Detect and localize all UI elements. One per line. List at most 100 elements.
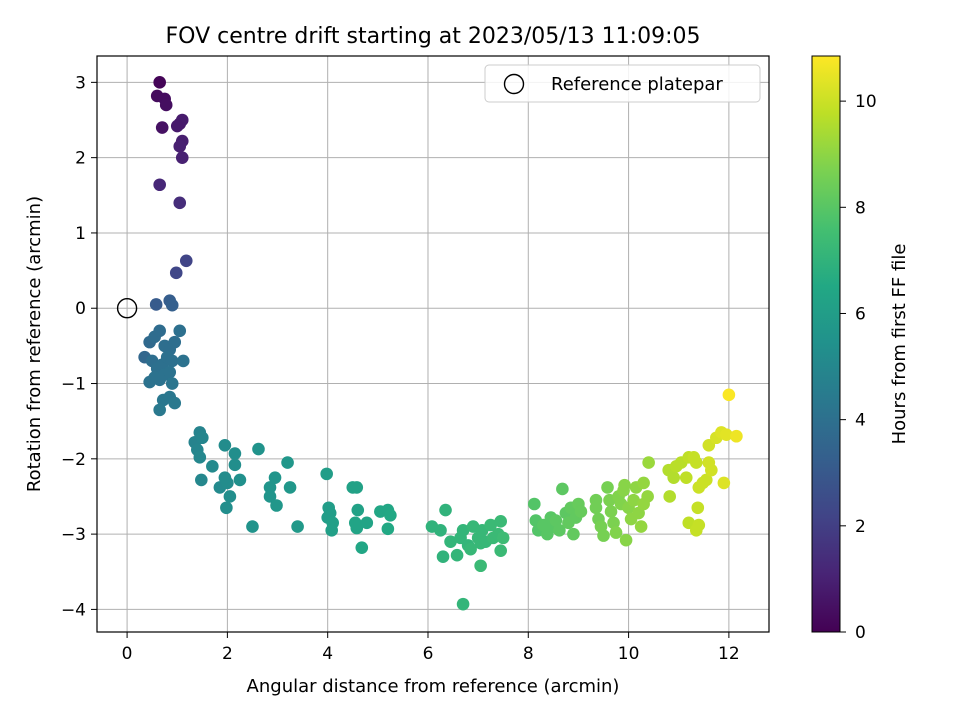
data-point (567, 527, 580, 541)
data-point (173, 140, 187, 153)
x-tick-label: 12 (718, 644, 740, 664)
data-point (494, 515, 508, 528)
data-point (607, 516, 620, 530)
data-point (176, 354, 190, 368)
data-point (263, 490, 277, 503)
colorbar-tick-label: 2 (855, 517, 866, 537)
data-point (173, 196, 187, 210)
data-point (604, 505, 618, 518)
reference-point (116, 298, 138, 319)
y-tick-label: −1 (61, 375, 86, 395)
data-point (165, 298, 179, 312)
data-point (206, 460, 219, 473)
data-point (281, 456, 294, 469)
colorbar-tick-label: 10 (855, 92, 877, 112)
data-point (619, 533, 633, 547)
data-point (351, 503, 365, 517)
data-point (494, 544, 508, 557)
data-point (549, 514, 563, 527)
chart-title: FOV centre drift starting at 2023/05/13 … (166, 24, 701, 49)
data-point (692, 518, 706, 532)
legend-marker-reference (503, 73, 525, 95)
data-point (439, 503, 452, 517)
data-point (722, 388, 736, 402)
y-tick-label: 0 (75, 299, 86, 319)
grid-lines (97, 56, 769, 632)
data-point (641, 490, 654, 503)
colorbar-gradient (811, 55, 841, 633)
x-tick-label: 2 (222, 644, 233, 664)
legend: Reference platepar (484, 64, 761, 103)
data-point (149, 298, 163, 311)
data-point (384, 508, 397, 522)
data-point (456, 597, 470, 611)
data-point (381, 522, 395, 536)
data-points (138, 76, 743, 611)
data-point (195, 473, 208, 487)
data-point (155, 121, 169, 134)
data-point (597, 529, 610, 542)
reference-platepar-marker (116, 298, 138, 319)
data-point (474, 559, 487, 573)
data-point (456, 524, 470, 537)
data-point (350, 521, 364, 535)
y-axis-ticks: −4 −3 −2 −1 0 1 2 3 (61, 73, 97, 620)
data-point (618, 478, 631, 492)
data-point (717, 476, 731, 490)
data-point (325, 524, 338, 537)
data-point (691, 501, 705, 515)
data-point (233, 473, 247, 487)
colorbar-label: Hours from first FF file (889, 244, 910, 445)
y-tick-label: 2 (75, 149, 86, 169)
data-point (220, 501, 233, 515)
data-point (223, 490, 237, 503)
data-point (283, 481, 297, 494)
data-point (173, 324, 187, 338)
data-point (320, 467, 333, 481)
data-point (642, 456, 655, 469)
data-point (270, 499, 283, 512)
data-point (436, 550, 450, 564)
data-point (168, 335, 182, 349)
data-point (165, 377, 179, 390)
data-point (637, 476, 650, 490)
data-point (730, 429, 743, 443)
y-tick-label: −3 (61, 525, 86, 545)
data-point (170, 119, 184, 133)
x-tick-label: 4 (322, 644, 333, 664)
data-point (601, 481, 614, 494)
data-point (153, 178, 166, 192)
data-point (634, 520, 648, 533)
data-point (484, 518, 497, 532)
data-point (159, 98, 173, 112)
data-point (179, 254, 193, 268)
data-point (246, 520, 259, 533)
colorbar-ticks: 0 2 4 6 8 10 (840, 92, 877, 643)
data-point (627, 493, 640, 507)
data-point (165, 354, 179, 368)
data-point (705, 463, 718, 477)
colorbar-tick-label: 6 (855, 304, 866, 324)
colorbar: 0 2 4 6 8 10 Hours from first FF file (811, 55, 910, 643)
data-point (496, 531, 510, 545)
data-point (574, 505, 588, 518)
data-point (228, 447, 242, 460)
data-point (528, 497, 541, 511)
colorbar-tick-label: 0 (855, 623, 866, 643)
data-point (168, 396, 182, 410)
colorbar-tick-label: 4 (855, 411, 866, 431)
data-point (263, 481, 277, 494)
y-axis-label: Rotation from reference (arcmin) (24, 196, 45, 492)
data-point (163, 365, 177, 379)
data-point (464, 542, 477, 556)
data-point (252, 442, 265, 456)
data-point (169, 266, 183, 280)
data-point (689, 456, 703, 469)
data-point (700, 473, 713, 487)
y-tick-label: −4 (61, 600, 86, 620)
data-point (218, 471, 232, 484)
data-point (663, 490, 677, 503)
data-point (450, 548, 464, 562)
data-point (434, 524, 447, 537)
data-point (589, 501, 603, 515)
